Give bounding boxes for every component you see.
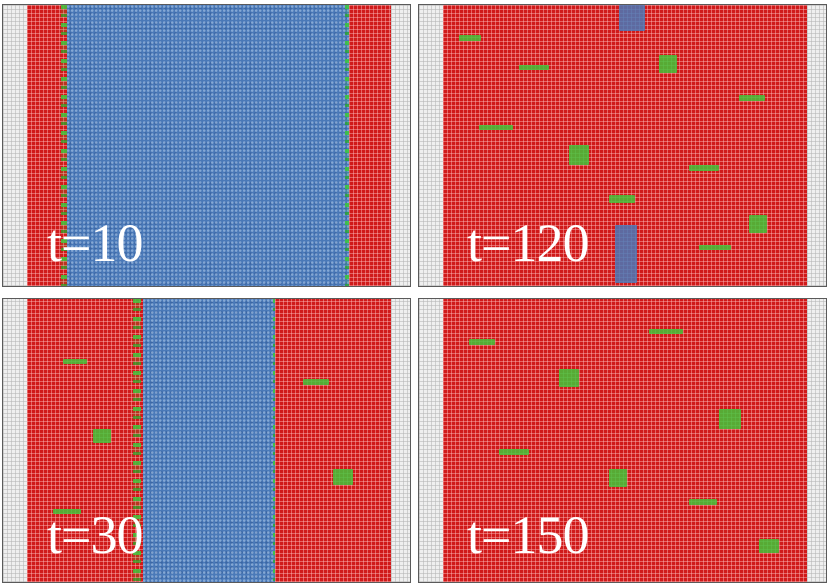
green-cluster bbox=[609, 195, 635, 203]
green-cluster bbox=[759, 539, 779, 553]
interface-left bbox=[133, 299, 141, 582]
red-region-right bbox=[275, 299, 391, 582]
snapshot-panel-t30: t=30 bbox=[2, 298, 411, 583]
snapshot-panel-t150: t=150 bbox=[418, 298, 827, 583]
time-label: t=150 bbox=[467, 505, 589, 565]
padding-right bbox=[807, 299, 826, 582]
blue-remnant-top bbox=[619, 5, 645, 31]
green-cluster bbox=[479, 125, 513, 130]
green-cluster bbox=[609, 469, 627, 487]
green-cluster bbox=[519, 65, 549, 70]
green-cluster bbox=[739, 95, 765, 101]
green-cluster bbox=[499, 449, 529, 455]
blue-region bbox=[67, 5, 349, 286]
padding-left bbox=[419, 5, 443, 286]
green-cluster bbox=[689, 499, 717, 505]
green-cluster bbox=[569, 145, 589, 165]
red-region-left bbox=[27, 299, 145, 582]
green-cluster bbox=[699, 245, 731, 250]
snapshot-panel-t120: t=120 bbox=[418, 4, 827, 287]
green-cluster bbox=[719, 409, 741, 429]
padding-left bbox=[3, 299, 27, 582]
green-cluster bbox=[459, 35, 481, 41]
time-label: t=10 bbox=[47, 213, 143, 273]
time-label: t=30 bbox=[47, 505, 143, 565]
padding-left bbox=[3, 5, 27, 286]
red-region bbox=[443, 299, 807, 582]
red-region-right bbox=[349, 5, 391, 286]
time-label: t=120 bbox=[467, 213, 589, 273]
green-cluster bbox=[63, 359, 87, 364]
snapshot-panel-t10: t=10 bbox=[2, 4, 411, 287]
padding-right bbox=[391, 299, 410, 582]
green-cluster bbox=[93, 429, 111, 443]
padding-right bbox=[807, 5, 826, 286]
green-cluster bbox=[559, 369, 579, 387]
green-cluster bbox=[689, 165, 719, 171]
blue-region bbox=[143, 299, 275, 582]
green-cluster bbox=[53, 509, 81, 514]
green-cluster bbox=[749, 215, 767, 233]
green-cluster bbox=[659, 55, 677, 73]
green-cluster bbox=[649, 329, 683, 334]
red-region-left bbox=[27, 5, 67, 286]
padding-right bbox=[391, 5, 410, 286]
blue-remnant-bottom bbox=[615, 225, 637, 283]
green-cluster bbox=[469, 339, 495, 345]
interface-left bbox=[61, 5, 69, 286]
padding-left bbox=[419, 299, 443, 582]
green-cluster bbox=[333, 469, 353, 485]
green-cluster bbox=[303, 379, 329, 385]
